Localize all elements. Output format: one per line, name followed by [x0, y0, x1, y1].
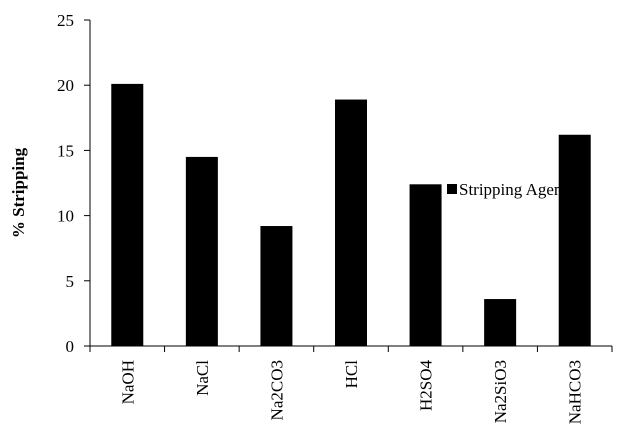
bar-na2sio3 [484, 299, 517, 346]
bar-naoh [111, 83, 144, 346]
x-tick-label: Na2CO3 [267, 360, 286, 420]
bar-hcl [335, 99, 367, 346]
bar-h2so4 [409, 184, 442, 346]
bar-nacl [185, 156, 218, 346]
y-axis-title: % Stripping [9, 147, 28, 238]
y-tick-label: 20 [57, 76, 74, 95]
x-tick-label: HCl [342, 360, 361, 389]
x-tick-label: NaOH [118, 360, 137, 404]
x-ticks-group: NaOH NaCl Na2CO3 HCl H2SO4 Na2SiO3 NaHCO3 [89, 346, 613, 424]
legend: Stripping Agents [447, 180, 574, 199]
y-ticks-group: 0 5 10 15 20 25 [57, 11, 90, 356]
x-tick-label: NaHCO3 [566, 360, 585, 424]
y-tick-label: 25 [57, 11, 74, 30]
y-tick-label: 10 [57, 207, 74, 226]
y-tick-label: 15 [57, 141, 74, 160]
x-tick-label: H2SO4 [417, 360, 436, 412]
bar-na2co3 [260, 226, 293, 346]
bar-nahco3 [558, 134, 591, 346]
legend-swatch [447, 184, 457, 194]
x-tick-label: NaCl [193, 360, 212, 396]
legend-label: Stripping Agents [459, 180, 574, 199]
bars-group [111, 83, 591, 346]
x-tick-label: Na2SiO3 [491, 360, 510, 423]
y-tick-label: 5 [66, 272, 75, 291]
y-tick-label: 0 [66, 337, 75, 356]
